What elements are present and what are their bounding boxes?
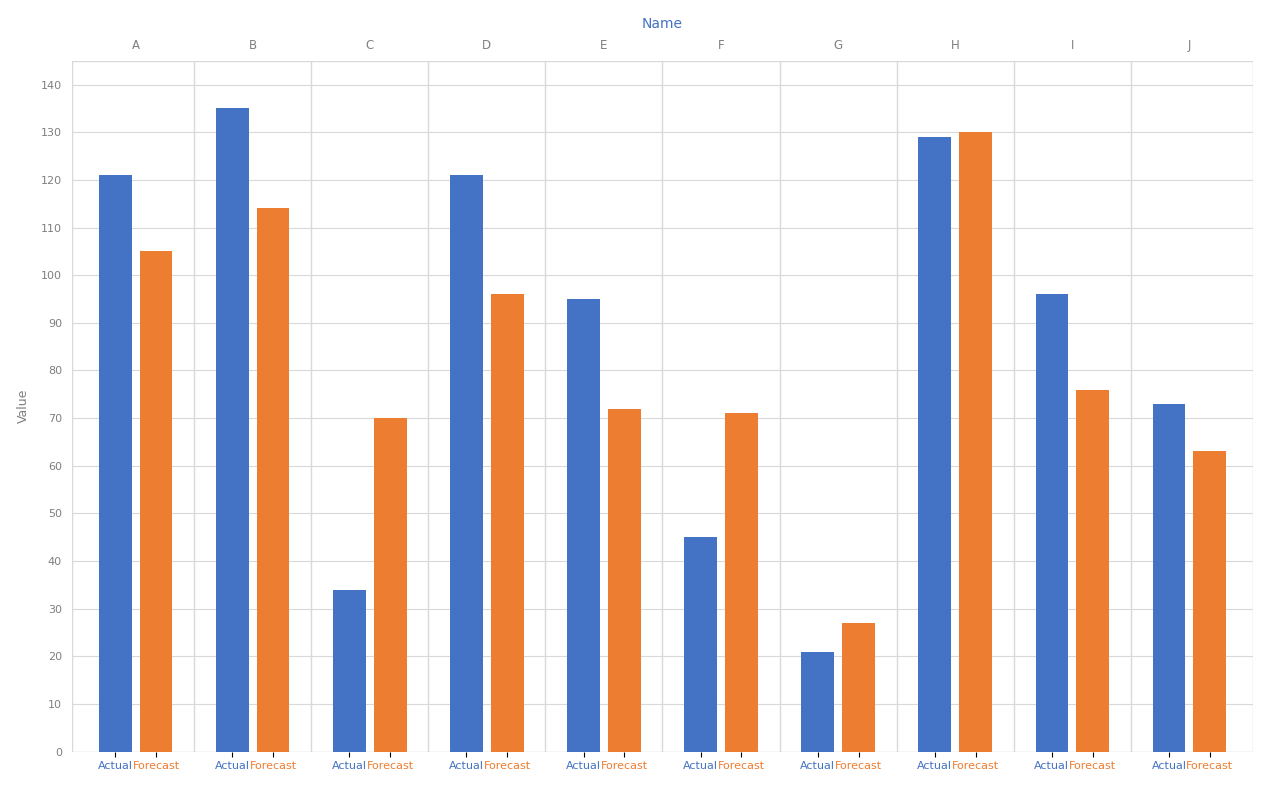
Y-axis label: Value: Value bbox=[17, 389, 29, 423]
Bar bbox=[959, 132, 992, 752]
Bar bbox=[1194, 452, 1226, 752]
Bar bbox=[1153, 403, 1185, 752]
Bar bbox=[491, 294, 523, 752]
Bar bbox=[333, 589, 366, 752]
Bar bbox=[801, 652, 834, 752]
Title: Name: Name bbox=[641, 17, 683, 31]
Bar bbox=[450, 175, 483, 752]
Bar bbox=[216, 109, 249, 752]
Bar bbox=[1077, 389, 1109, 752]
Bar bbox=[257, 209, 290, 752]
Bar bbox=[373, 418, 406, 752]
Bar bbox=[608, 409, 640, 752]
Bar bbox=[725, 414, 758, 752]
Bar bbox=[140, 251, 173, 752]
Bar bbox=[99, 175, 132, 752]
Bar bbox=[568, 299, 599, 752]
Bar bbox=[1035, 294, 1068, 752]
Bar bbox=[918, 137, 951, 752]
Bar bbox=[685, 537, 718, 752]
Bar bbox=[842, 623, 875, 752]
